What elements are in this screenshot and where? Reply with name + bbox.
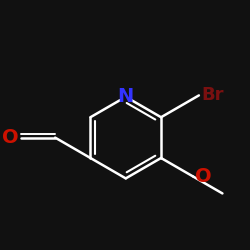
Text: Br: Br xyxy=(202,86,224,104)
Text: O: O xyxy=(195,167,212,186)
Text: N: N xyxy=(118,87,134,106)
Text: O: O xyxy=(2,128,18,147)
